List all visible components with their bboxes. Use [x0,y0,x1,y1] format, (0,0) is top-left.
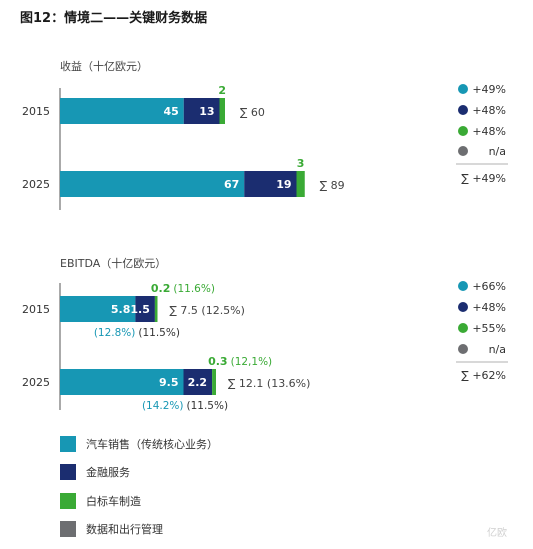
panel-title: 收益（十亿欧元） [60,59,148,73]
teal-margin-label: (12.8%) [94,327,136,339]
segment-value-label: 5.8 [111,303,131,316]
growth-legend-dot [458,302,468,312]
bar-segment [60,171,245,197]
growth-legend-dot [458,126,468,136]
teal-margin-label: (14.2%) [142,400,184,412]
green-value: 0.2 [151,282,171,295]
category-legend-label: 金融服务 [86,465,130,479]
panel-title: EBITDA（十亿欧元） [60,256,166,270]
segment-value-label: 19 [276,178,291,191]
growth-legend-value: +48% [472,301,506,314]
growth-legend-dot [458,323,468,333]
panel-ebitda: EBITDA（十亿欧元） 2015 5.8 1.50.2 (11.6%) ∑ 7.5 (1… [22,256,508,412]
green-value-label: 3 [297,157,305,170]
segment-value-label: 45 [163,105,178,118]
segment-value-label: 2.2 [188,376,208,389]
total-label: ∑ 89 [320,179,345,192]
growth-legend-value: +49% [472,83,506,96]
segment-value-label: 9.5 [159,376,179,389]
green-value-label: 0.2 (11.6%) [151,282,215,295]
year-label: 2025 [22,376,50,389]
navy-margin-label: (11.5%) [138,327,180,339]
category-legend-swatch [60,521,76,537]
bar-segment [60,98,184,124]
category-legend-label: 数据和出行管理 [86,522,163,536]
total-growth-label: ∑ +49% [461,172,506,185]
category-legend-label: 白标车制造 [86,494,141,508]
bar-segment [183,369,213,395]
green-value-label: 2 [218,84,226,97]
green-margin: (12,1%) [231,356,273,368]
category-legend-swatch [60,493,76,509]
bar-segment [154,296,158,322]
total-label: ∑ 7.5 (12.5%) [170,304,245,317]
growth-legend-value: n/a [489,343,506,356]
growth-legend-dot [458,281,468,291]
bar-segment [60,296,136,322]
growth-legend-value: +55% [472,322,506,335]
bar-segment [135,296,155,322]
panel-revenue: 收益（十亿欧元） 2015 45 13 2 ∑ 60 2025 67 19 3 ∑ 89 +49% +4… [22,59,508,210]
bar-segment [244,171,297,197]
category-legend-swatch [60,464,76,480]
bar-segment [60,369,184,395]
growth-legend-dot [458,146,468,156]
green-margin: (11.6%) [173,283,215,295]
green-value: 0.3 [208,355,228,368]
growth-legend-value: +66% [472,280,506,293]
total-label: ∑ 12.1 (13.6%) [228,377,310,390]
growth-legend-value: +48% [472,104,506,117]
total-growth-label: ∑ +62% [461,369,506,382]
bar-segment [212,369,216,395]
year-label: 2025 [22,178,50,191]
segment-value-label: 67 [224,178,239,191]
category-legend-swatch [60,436,76,452]
figure-title: 图12：情境二——关键财务数据 [20,10,207,26]
green-value-label: 0.3 (12,1%) [208,355,272,368]
growth-legend-dot [458,84,468,94]
category-legend-label: 汽车销售（传统核心业务） [86,437,218,451]
bar-segment [183,98,220,124]
bar-segment [219,98,225,124]
bar-segment [296,171,305,197]
year-label: 2015 [22,105,50,118]
navy-margin-label: (11.5%) [187,400,229,412]
total-label: ∑ 60 [240,106,265,119]
year-label: 2015 [22,303,50,316]
growth-legend-value: n/a [489,145,506,158]
growth-legend-dot [458,344,468,354]
segment-value-label: 1.5 [130,303,150,316]
segment-value-label: 13 [199,105,214,118]
growth-legend-dot [458,105,468,115]
growth-legend-value: +48% [472,125,506,138]
watermark: 亿欧 [487,526,507,539]
